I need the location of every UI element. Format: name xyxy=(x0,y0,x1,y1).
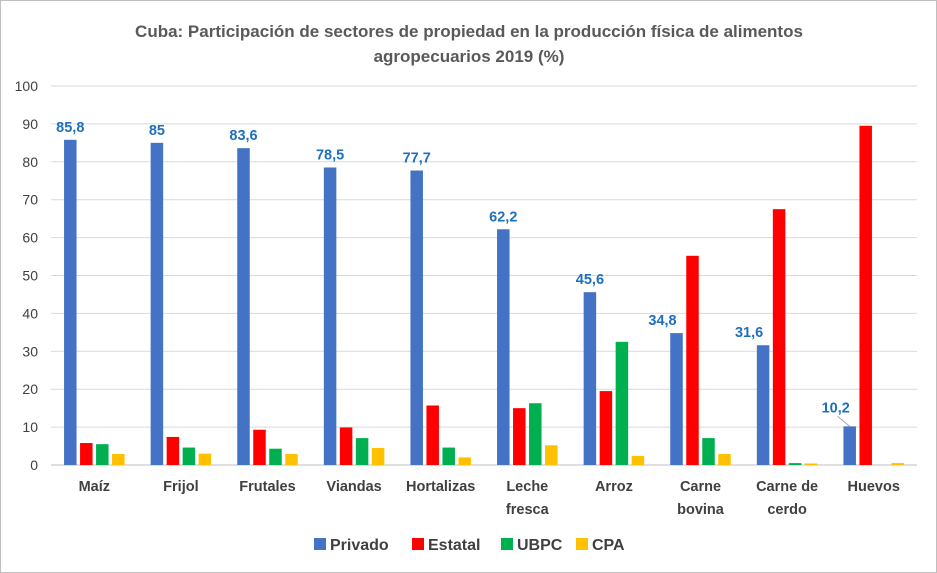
bar-cpa-9 xyxy=(891,463,904,465)
chart-title-line-2: agropecuarios 2019 (%) xyxy=(374,47,565,66)
x-tick-label: Carne de xyxy=(756,479,818,495)
bar-cpa-7 xyxy=(718,454,731,465)
data-labels: 85,8 85 83,6 78,5 77,7 62,2 45,6 34,8 31,6 10,2 xyxy=(56,120,851,427)
bar-ubpc-8 xyxy=(788,463,802,465)
bar-estatal-9 xyxy=(859,125,872,466)
data-label: 45,6 xyxy=(576,272,604,288)
x-tick-label: Carne xyxy=(680,479,721,495)
y-tick-label: 40 xyxy=(22,305,38,321)
bar-ubpc-4 xyxy=(442,447,455,465)
x-tick-label: Huevos xyxy=(848,479,900,495)
data-label: 31,6 xyxy=(735,325,763,341)
bar-estatal-2 xyxy=(253,429,266,465)
bar-ubpc-6 xyxy=(615,341,629,465)
bar-privado-4 xyxy=(410,170,423,465)
bar-cpa-5 xyxy=(545,445,558,465)
bar-cpa-0 xyxy=(112,454,125,465)
x-axis: Maíz Frijol Frutales Viandas Hortalizas Leche… xyxy=(79,479,900,518)
bar-privado-6 xyxy=(583,292,597,465)
bar-privado-3 xyxy=(323,167,337,466)
bar-ubpc-0 xyxy=(96,444,109,465)
bar-privado-5 xyxy=(497,229,510,465)
data-label: 62,2 xyxy=(489,209,517,225)
bar-privado-7 xyxy=(670,333,683,465)
x-tick-label: Frijol xyxy=(163,479,198,495)
y-tick-label: 50 xyxy=(22,268,38,284)
bar-estatal-8 xyxy=(772,209,786,465)
bar-ubpc-1 xyxy=(182,447,196,465)
bar-ubpc-5 xyxy=(529,403,542,465)
data-label: 83,6 xyxy=(229,128,257,144)
x-tick-label: fresca xyxy=(506,502,550,518)
bars xyxy=(64,125,904,466)
y-tick-label: 0 xyxy=(30,457,38,473)
chart-title-line-1: Cuba: Participación de sectores de propi… xyxy=(135,22,803,41)
bar-ubpc-7 xyxy=(702,438,715,465)
legend-label: Estatal xyxy=(428,537,480,554)
bar-estatal-5 xyxy=(513,408,526,465)
bar-estatal-0 xyxy=(80,443,93,465)
bar-ubpc-2 xyxy=(269,448,282,465)
bar-estatal-4 xyxy=(426,405,439,465)
x-tick-label: bovina xyxy=(677,502,725,518)
legend-swatch-estatal xyxy=(412,538,424,550)
bar-cpa-8 xyxy=(804,463,818,465)
bar-estatal-1 xyxy=(166,436,180,465)
x-tick-label: cerdo xyxy=(767,502,807,518)
bar-ubpc-3 xyxy=(355,438,369,465)
data-label: 34,8 xyxy=(648,313,676,329)
y-tick-label: 70 xyxy=(22,192,38,208)
bar-estatal-6 xyxy=(599,391,613,465)
x-tick-label: Viandas xyxy=(326,479,381,495)
data-label: 85,8 xyxy=(56,120,84,136)
legend-label: Privado xyxy=(330,537,389,554)
gridlines xyxy=(51,85,917,466)
legend: Privado Estatal UBPC CPA xyxy=(314,537,625,554)
bar-privado-8 xyxy=(756,345,770,465)
bar-cpa-1 xyxy=(198,453,212,465)
x-tick-label: Arroz xyxy=(595,479,633,495)
data-label: 10,2 xyxy=(822,400,850,416)
bar-cpa-2 xyxy=(285,454,298,465)
legend-label: CPA xyxy=(592,537,625,554)
bar-cpa-6 xyxy=(631,455,645,465)
bar-privado-0 xyxy=(64,139,77,465)
bar-estatal-3 xyxy=(339,427,353,465)
bar-privado-9 xyxy=(843,426,856,465)
chart-title: Cuba: Participación de sectores de propi… xyxy=(135,22,803,66)
data-label: 85 xyxy=(149,123,165,139)
y-axis: 0 10 20 30 40 50 60 70 80 90 100 xyxy=(15,78,39,473)
legend-swatch-ubpc xyxy=(501,538,513,550)
y-tick-label: 60 xyxy=(22,230,38,246)
data-label-leader-line xyxy=(837,415,851,427)
x-tick-label: Hortalizas xyxy=(406,479,475,495)
data-label: 77,7 xyxy=(403,151,431,167)
bar-privado-1 xyxy=(150,142,164,465)
y-tick-label: 20 xyxy=(22,381,38,397)
legend-label: UBPC xyxy=(517,537,563,554)
y-tick-label: 30 xyxy=(22,343,38,359)
y-tick-label: 90 xyxy=(22,116,38,132)
x-tick-label: Leche xyxy=(506,479,548,495)
legend-swatch-cpa xyxy=(576,538,588,550)
data-label: 78,5 xyxy=(316,147,344,163)
y-tick-label: 80 xyxy=(22,154,38,170)
bar-estatal-7 xyxy=(686,255,699,465)
bar-cpa-3 xyxy=(371,447,385,465)
bar-privado-2 xyxy=(237,148,250,465)
legend-swatch-privado xyxy=(314,538,326,550)
x-tick-label: Maíz xyxy=(79,479,110,495)
bar-cpa-4 xyxy=(458,457,471,465)
y-tick-label: 10 xyxy=(22,419,38,435)
x-tick-label: Frutales xyxy=(239,479,295,495)
y-tick-label: 100 xyxy=(15,78,39,94)
